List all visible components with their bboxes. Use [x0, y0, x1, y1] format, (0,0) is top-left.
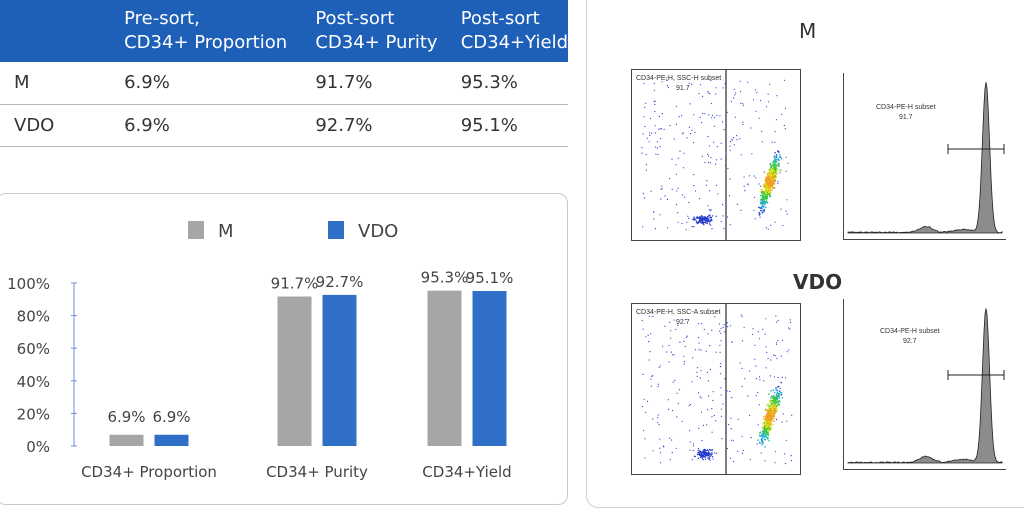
- header-cell-empty: [0, 0, 124, 62]
- x-category-label: CD34+ Proportion: [81, 463, 217, 481]
- hist-label-m: CD34-PE-H subset 91.7: [876, 103, 936, 123]
- header-proportion: Pre-sort, CD34+ Proportion: [124, 0, 315, 62]
- bar-m: [427, 290, 462, 446]
- table-header-row: Pre-sort, CD34+ Proportion Post-sort CD3…: [0, 0, 568, 62]
- histogram-m: CD34-PE-H subset 91.7: [843, 73, 1006, 240]
- bar-value-label: 91.7%: [271, 275, 319, 293]
- scatter-gate-name-vdo: CD34-PE-H, SSC-A subset: [636, 309, 721, 316]
- x-category-label: CD34+ Purity: [266, 463, 368, 481]
- x-category-label: CD34+Yield: [422, 463, 511, 481]
- row-proportion: 6.9%: [124, 72, 170, 94]
- header-proportion-line1: Pre-sort,: [124, 8, 200, 29]
- scatter-label-m: CD34-PE-H, SSC-H subset 91.7: [636, 74, 721, 94]
- hist-gate-value-m: 91.7: [898, 114, 913, 121]
- group-title-m: M: [799, 19, 817, 43]
- legend-label-vdo: VDO: [358, 221, 398, 242]
- header-yield-line1: Post-sort: [460, 8, 540, 29]
- hist-gate-name-vdo: CD34-PE-H subset: [880, 328, 940, 335]
- bar-m: [277, 296, 312, 446]
- bar-value-label: 6.9%: [107, 408, 145, 426]
- row-name: M: [14, 72, 30, 94]
- row-yield: 95.1%: [460, 114, 518, 136]
- histogram-canvas-m: [847, 82, 1005, 234]
- flow-cytometry-panel: M CD34-PE-H, SSC-H subset 91.7 CD34-PE-H…: [586, 0, 1024, 508]
- row-yield: 95.3%: [460, 72, 518, 94]
- hist-gate-name-m: CD34-PE-H subset: [876, 104, 936, 111]
- bar-chart-card: M VDO 0% 20% 40% 60% 80% 100% 6.9% 6.9% CD34+ Prop…: [0, 193, 568, 505]
- header-proportion-line2: CD34+ Proportion: [124, 32, 288, 53]
- header-purity-line1: Post-sort: [315, 8, 395, 29]
- legend-swatch-m: [188, 221, 204, 239]
- row-purity: 91.7%: [315, 72, 373, 94]
- scatter-gate-value-vdo: 92.7: [676, 319, 690, 326]
- histogram-canvas-vdo: [847, 308, 1005, 464]
- hist-label-vdo: CD34-PE-H subset 92.7: [880, 327, 940, 347]
- bar-value-label: 95.3%: [421, 269, 469, 287]
- header-yield-line2: CD34+Yield: [460, 32, 568, 53]
- y-tick-label: 0%: [26, 438, 50, 456]
- bar-value-label: 95.1%: [466, 269, 514, 287]
- scatter-plot-vdo: CD34-PE-H, SSC-A subset 92.7: [631, 303, 801, 475]
- bar-vdo: [154, 434, 189, 446]
- scatter-gate-name-m: CD34-PE-H, SSC-H subset: [636, 75, 722, 82]
- bar-value-label: 92.7%: [316, 273, 364, 291]
- y-tick-label: 40%: [17, 373, 50, 391]
- histogram-vdo: CD34-PE-H subset 92.7: [843, 299, 1006, 470]
- legend-label-m: M: [218, 221, 234, 242]
- hist-gate-value-vdo: 92.7: [902, 338, 917, 345]
- scatter-gate-value-m: 91.7: [676, 85, 690, 92]
- legend-swatch-vdo: [328, 221, 344, 239]
- scatter-points: [641, 79, 789, 231]
- bar-m: [109, 434, 144, 446]
- y-tick-label: 100%: [7, 275, 50, 293]
- row-purity: 92.7%: [315, 114, 373, 136]
- row-name: VDO: [14, 114, 55, 136]
- bar-chart: M VDO 0% 20% 40% 60% 80% 100% 6.9% 6.9% CD34+ Prop…: [7, 221, 514, 481]
- table-row: VDO 6.9% 92.7% 95.1%: [0, 104, 568, 146]
- y-tick-label: 60%: [17, 340, 50, 358]
- y-tick-label: 80%: [17, 308, 50, 326]
- scatter-canvas-vdo: [641, 304, 793, 474]
- bar-vdo: [322, 294, 357, 446]
- scatter-canvas-m: [641, 70, 789, 240]
- table-row: M 6.9% 91.7% 95.3%: [0, 62, 568, 104]
- row-proportion: 6.9%: [124, 114, 170, 136]
- header-yield: Post-sort CD34+Yield: [461, 0, 568, 62]
- header-purity-line2: CD34+ Purity: [315, 32, 438, 53]
- histogram-peak: [847, 308, 1003, 464]
- scatter-label-vdo: CD34-PE-H, SSC-A subset 92.7: [636, 308, 720, 328]
- header-purity: Post-sort CD34+ Purity: [315, 0, 460, 62]
- group-title-vdo: VDO: [793, 270, 843, 294]
- histogram-peak: [847, 82, 1003, 234]
- scatter-plot-m: CD34-PE-H, SSC-H subset 91.7: [631, 69, 801, 241]
- bar-value-label: 6.9%: [152, 408, 190, 426]
- results-table: Pre-sort, CD34+ Proportion Post-sort CD3…: [0, 0, 568, 147]
- y-tick-label: 20%: [17, 405, 50, 423]
- scatter-points: [641, 314, 793, 465]
- bar-vdo: [472, 290, 507, 446]
